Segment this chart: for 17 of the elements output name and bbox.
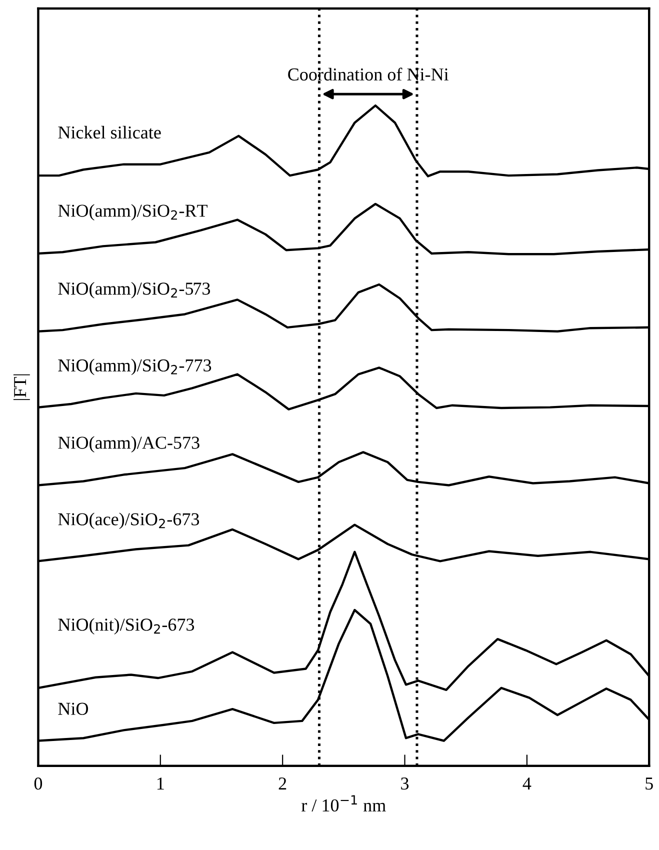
series-label: NiO(nit)/SiO$_{2}$-673 bbox=[58, 618, 194, 634]
series-label: NiO(amm)/SiO$_{2}$-RT bbox=[58, 204, 208, 221]
text: Coordination of Ni-Ni bbox=[288, 68, 448, 81]
x-tick-label: 4 bbox=[522, 778, 532, 790]
series-label: NiO(amm)/SiO$_{2}$-573 bbox=[58, 282, 210, 298]
x-axis-title: r / 10$^{−1}$ nm bbox=[302, 795, 386, 812]
series-label: NiO(amm)/AC-573 bbox=[58, 436, 200, 453]
y-axis-title: |FT| bbox=[13, 374, 30, 400]
x-tick-label: 1 bbox=[157, 778, 164, 790]
x-tick-label: 0 bbox=[34, 777, 42, 790]
series-label: Nickel silicate bbox=[58, 126, 161, 139]
series-label: NiO(amm)/SiO$_{2}$-773 bbox=[58, 358, 212, 376]
x-tick-label: 3 bbox=[401, 778, 409, 790]
series-label: NiO bbox=[58, 702, 88, 715]
x-tick-label: 2 bbox=[278, 778, 286, 790]
series-label: NiO(ace)/SiO$_{2}$-673 bbox=[58, 512, 200, 530]
x-tick-label: 5 bbox=[646, 778, 653, 790]
